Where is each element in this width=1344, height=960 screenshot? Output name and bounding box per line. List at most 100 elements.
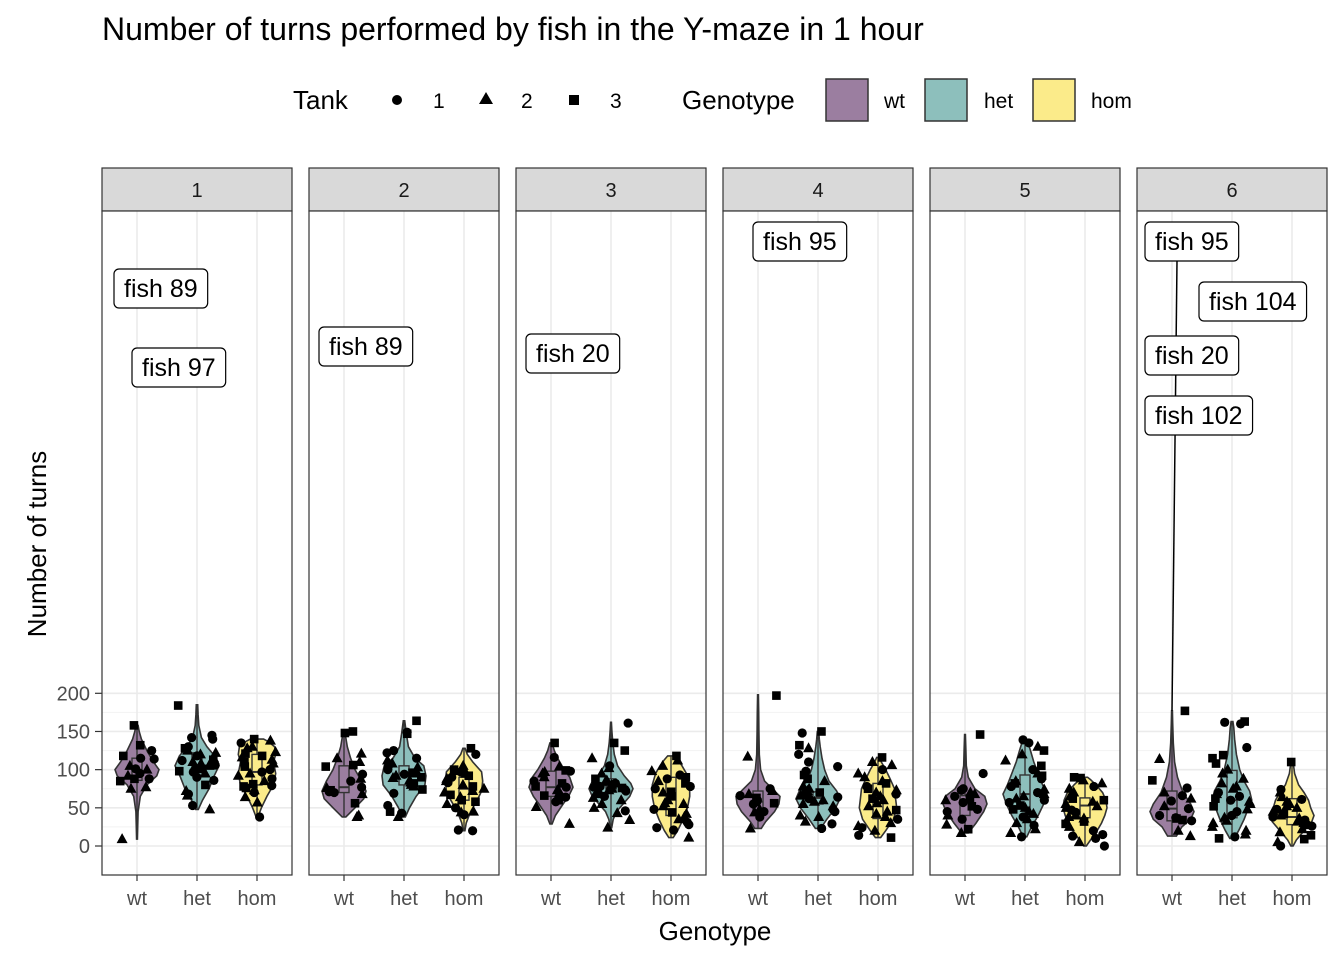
legend-tank-2-label: 2: [521, 90, 533, 113]
point-tank2-triangle: [210, 746, 222, 757]
point-tank2-triangle: [886, 759, 898, 770]
point-tank3-square: [349, 760, 358, 770]
point-tank3-square: [449, 765, 459, 774]
point-tank3-square: [540, 791, 549, 800]
point-tank2-triangle: [596, 767, 608, 778]
point-tank3-square: [129, 721, 139, 730]
x-tick-label: hom: [859, 888, 898, 910]
point-tank2-triangle: [615, 794, 627, 805]
point-tank2-triangle: [264, 734, 276, 745]
point-tank2-triangle: [1038, 783, 1050, 794]
point-tank2-triangle: [195, 757, 207, 768]
y-axis-title: Number of turns: [22, 451, 52, 637]
point-tank2-triangle: [354, 756, 366, 767]
point-tank3-square: [1037, 761, 1046, 771]
point-tank3-square: [609, 738, 619, 748]
point-tank2-triangle: [232, 769, 244, 780]
point-tank2-triangle: [194, 748, 206, 759]
point-tank2-triangle: [355, 747, 367, 758]
x-tick-label: hom: [652, 888, 691, 910]
point-tank2-triangle: [587, 791, 599, 802]
point-tank1-circle: [1186, 816, 1197, 826]
fish-annotation-text: fish 102: [1155, 402, 1243, 430]
point-tank3-square: [418, 785, 427, 794]
point-tank2-triangle: [601, 774, 613, 785]
y-tick-label: 0: [79, 836, 90, 858]
point-tank2-triangle: [941, 818, 953, 829]
point-tank1-circle: [389, 745, 399, 756]
point-tank3-square: [1069, 772, 1079, 782]
point-tank2-triangle: [885, 817, 897, 828]
facet-strip-label: 6: [1226, 180, 1237, 202]
point-tank1-circle: [399, 769, 409, 779]
point-tank1-circle: [620, 806, 630, 816]
point-tank3-square: [1209, 801, 1218, 811]
fish-annotation-box: [1144, 395, 1254, 436]
point-tank1-circle: [267, 774, 277, 784]
point-tank1-circle: [1171, 813, 1181, 823]
legend: Tank 1 2 3 Genotype wt het hom: [293, 78, 1132, 122]
fish-annotation: fish 102: [1144, 395, 1254, 436]
point-tank2-triangle: [1272, 836, 1284, 847]
point-tank1-circle: [357, 782, 367, 792]
point-tank2-triangle: [1293, 812, 1305, 823]
facet-strip: [722, 167, 914, 212]
point-tank1-circle: [147, 745, 157, 756]
point-tank1-circle: [1166, 796, 1176, 806]
point-tank1-circle: [958, 784, 968, 794]
point-tank2-triangle: [1000, 754, 1012, 765]
point-tank2-triangle: [248, 784, 260, 795]
point-tank1-circle: [803, 757, 814, 767]
facet-panels: 1 wt het hom fish 89 fish 97 2 wt het hom fish 89 3…: [101, 167, 1328, 910]
point-tank2-triangle: [530, 801, 542, 812]
x-tick-label: wt: [954, 888, 975, 910]
point-tank1-circle: [649, 804, 659, 814]
point-tank1-circle: [610, 778, 621, 788]
point-tank1-circle: [255, 812, 265, 822]
point-tank3-square: [868, 794, 877, 803]
point-tank1-circle: [893, 814, 903, 824]
legend-het-swatch: [924, 78, 968, 122]
point-tank2-triangle: [744, 822, 756, 833]
point-tank2-triangle: [1240, 824, 1252, 835]
point-tank3-square: [1299, 834, 1309, 844]
point-tank1-circle: [529, 776, 539, 786]
x-tick-label: hom: [1066, 888, 1105, 910]
point-tank3-square: [557, 779, 567, 788]
point-tank3-square: [1218, 750, 1228, 760]
point-tank1-circle: [1236, 719, 1246, 729]
point-tank1-circle: [267, 781, 277, 791]
point-tank2-triangle: [180, 785, 192, 796]
point-tank1-circle: [389, 788, 399, 798]
point-tank2-triangle: [852, 820, 864, 831]
x-tick-label: het: [597, 888, 625, 910]
point-tank2-triangle: [859, 771, 871, 782]
fish-annotation-box: [318, 326, 414, 367]
point-tank2-triangle: [390, 769, 402, 780]
point-tank2-triangle: [1274, 826, 1286, 837]
point-tank2-triangle: [863, 800, 875, 811]
x-tick-label: hom: [445, 888, 484, 910]
legend-tank-2-triangle-icon: [479, 92, 493, 104]
point-tank3-square: [817, 727, 826, 736]
fish-annotation: fish 89: [113, 268, 209, 309]
x-tick-label: wt: [333, 888, 354, 910]
point-tank3-square: [1214, 834, 1224, 843]
point-tank2-triangle: [356, 788, 368, 799]
point-tank3-square: [350, 798, 360, 808]
point-tank2-triangle: [125, 782, 137, 793]
point-tank1-circle: [862, 781, 872, 792]
point-tank1-circle: [236, 738, 246, 748]
point-tank3-square: [1208, 753, 1217, 763]
fish-annotation: fish 95: [752, 221, 848, 262]
point-tank3-square: [174, 766, 184, 776]
legend-het-label: het: [984, 90, 1013, 113]
point-tank2-triangle: [1087, 795, 1099, 806]
point-tank3-square: [1076, 773, 1085, 783]
point-tank3-square: [681, 772, 691, 782]
point-tank2-triangle: [881, 805, 893, 816]
point-tank1-circle: [453, 825, 463, 835]
legend-wt-swatch: [825, 78, 869, 122]
fish-annotation-text: fish 97: [142, 354, 216, 382]
point-tank1-circle: [183, 742, 193, 752]
